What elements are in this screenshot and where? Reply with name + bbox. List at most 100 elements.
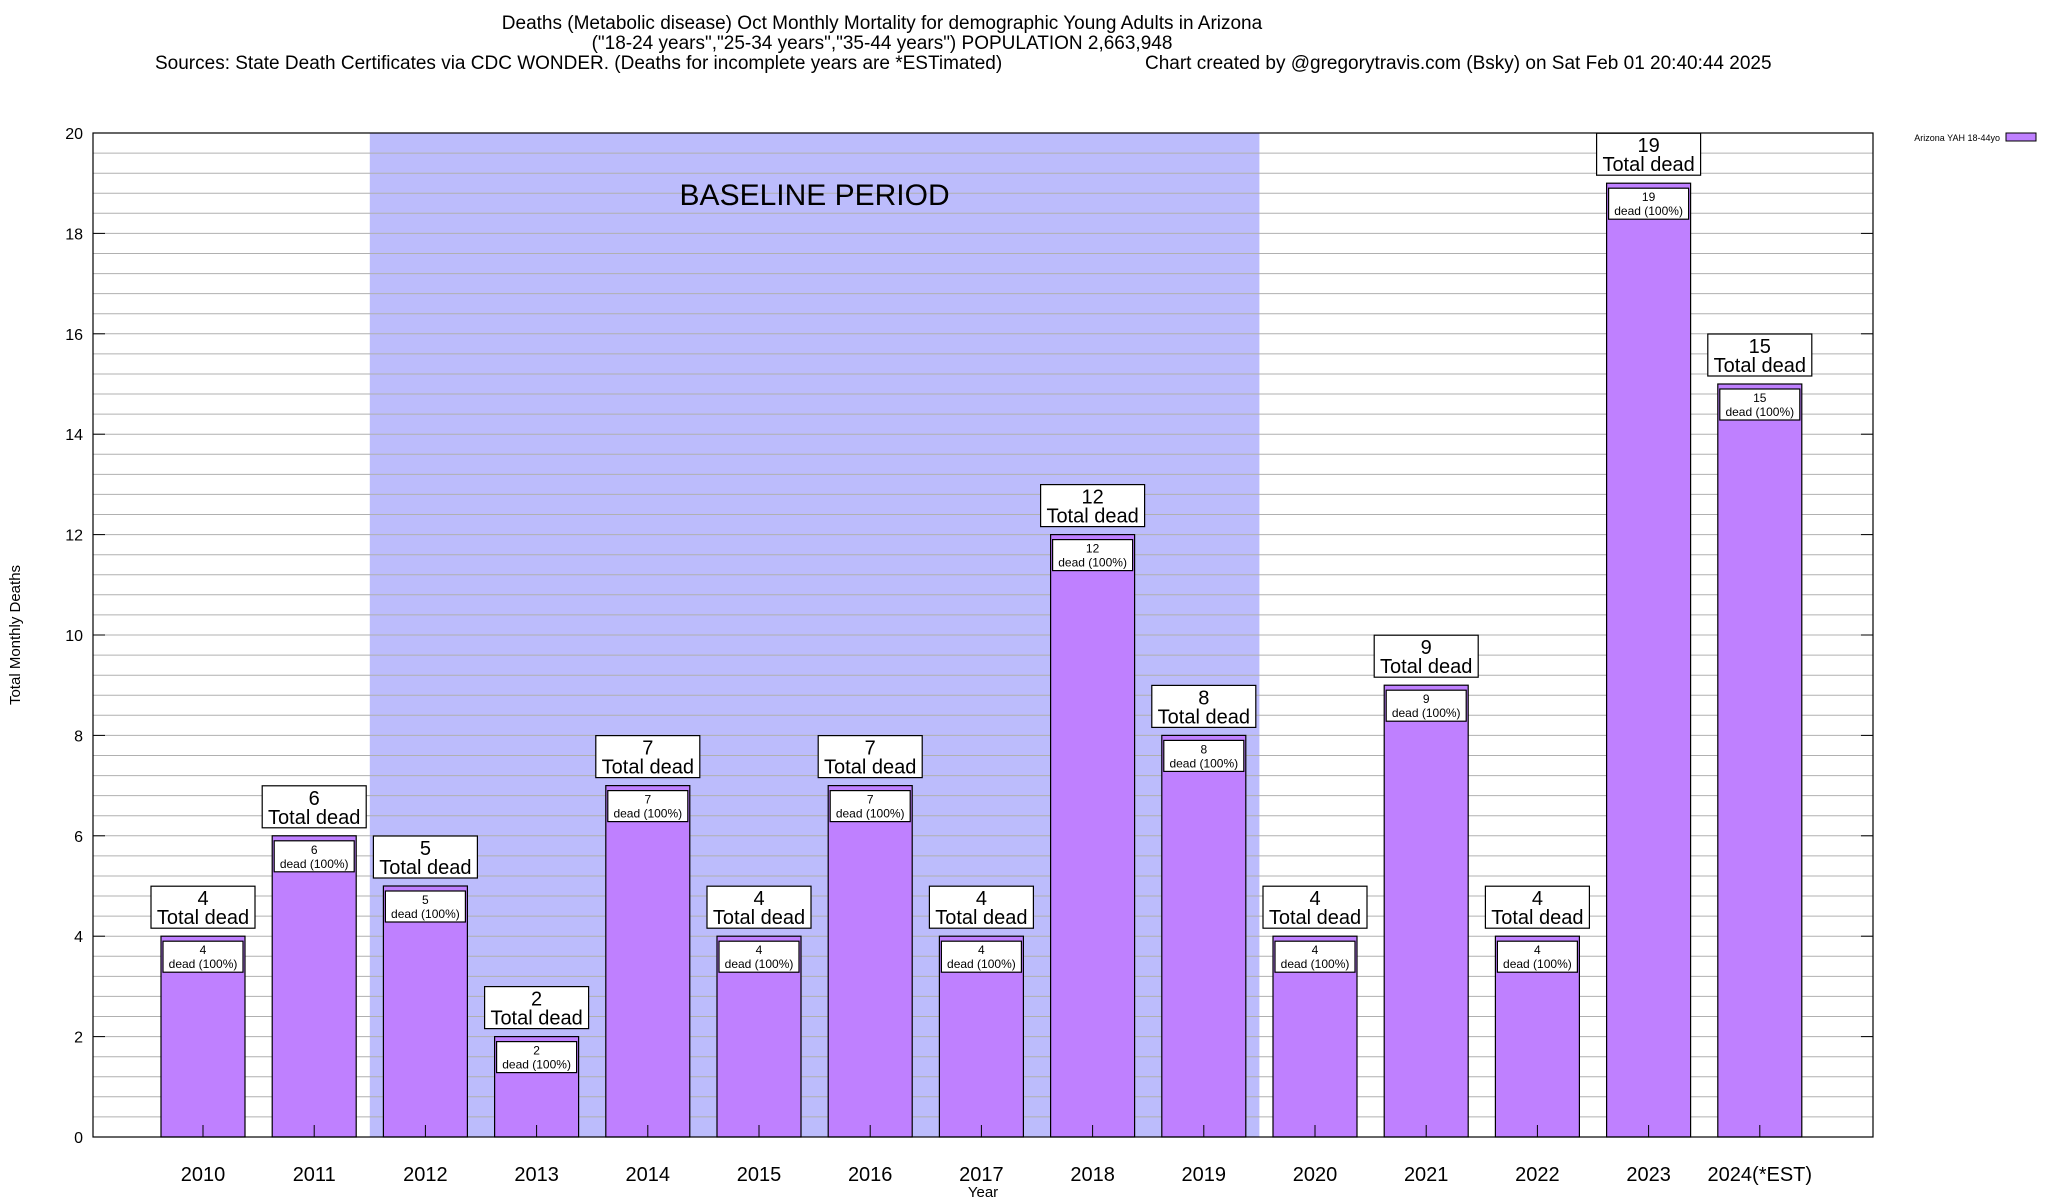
inner-label-text: dead (100%) — [502, 1058, 571, 1072]
inner-label-value: 5 — [422, 893, 429, 907]
inner-label-box — [718, 940, 800, 973]
bar — [271, 835, 357, 1138]
inner-label-value: 4 — [978, 943, 985, 957]
chart-title: Deaths (Metabolic disease) Oct Monthly M… — [501, 13, 1263, 34]
x-tick-label: 2022 — [1515, 1164, 1560, 1186]
bar — [827, 784, 913, 1138]
total-label-text: Total dead — [713, 907, 805, 929]
inner-label-text: dead (100%) — [391, 907, 460, 921]
inner-label-value: 7 — [867, 793, 874, 807]
inner-label-box — [829, 789, 911, 823]
inner-label-text: dead (100%) — [836, 807, 905, 821]
total-label-text: Total dead — [602, 757, 694, 779]
y-tick-label: 20 — [65, 126, 83, 143]
x-axis-title: Year — [968, 1184, 998, 1200]
bar — [1383, 684, 1469, 1138]
total-label-box — [484, 985, 590, 1030]
x-tick-label: 2019 — [1182, 1164, 1227, 1186]
total-label-box — [1707, 333, 1813, 377]
inner-label-text: dead (100%) — [1392, 706, 1461, 720]
legend: Arizona YAH 18-44yo — [1914, 132, 2037, 143]
total-label-text: Total dead — [1269, 907, 1361, 929]
inner-label-text: dead (100%) — [1281, 957, 1350, 971]
inner-label-value: 4 — [756, 943, 763, 957]
y-tick-label: 10 — [65, 628, 83, 645]
x-tick-label: 2024(*EST) — [1708, 1164, 1813, 1186]
x-tick-label: 2018 — [1070, 1164, 1115, 1186]
x-tick-label: 2012 — [403, 1164, 448, 1186]
total-label-value: 15 — [1749, 336, 1771, 358]
y-tick-label: 12 — [65, 528, 83, 545]
legend-label: Arizona YAH 18-44yo — [1914, 133, 2000, 143]
x-tick-label: 2010 — [181, 1164, 226, 1186]
inner-label-text: dead (100%) — [613, 807, 682, 821]
y-tick-label: 18 — [65, 226, 83, 243]
inner-label-box — [162, 940, 244, 973]
chart-subtitle: ("18-24 years","25-34 years","35-44 year… — [591, 33, 1173, 54]
inner-label-box — [1385, 689, 1467, 722]
total-label-text: Total dead — [1491, 907, 1583, 929]
inner-label-value: 9 — [1423, 692, 1430, 706]
inner-label-text: dead (100%) — [280, 857, 349, 871]
total-label-text: Total dead — [935, 907, 1027, 929]
inner-label-value: 4 — [200, 943, 207, 957]
total-label-value: 4 — [976, 888, 987, 910]
created-by-note: Chart created by @gregorytravis.com (Bsk… — [1145, 53, 1772, 74]
total-label-text: Total dead — [157, 907, 249, 929]
total-label-value: 6 — [309, 788, 320, 810]
total-label-box — [1484, 885, 1591, 929]
total-label-text: Total dead — [1158, 706, 1250, 728]
total-label-box — [817, 734, 923, 779]
legend-swatch — [2005, 132, 2037, 142]
total-label-text: Total dead — [824, 757, 916, 779]
total-label-box — [706, 885, 812, 929]
plot-frame — [92, 132, 1874, 1138]
bar — [605, 784, 691, 1138]
x-tick-label: 2016 — [848, 1164, 893, 1186]
total-label-value: 4 — [197, 888, 208, 910]
inner-label-text: dead (100%) — [725, 957, 794, 971]
total-label-box — [1262, 885, 1368, 929]
bar — [1161, 734, 1247, 1138]
inner-label-value: 19 — [1642, 190, 1656, 204]
x-tick-label: 2013 — [514, 1164, 559, 1186]
inner-label-text: dead (100%) — [1614, 204, 1683, 218]
inner-label-box — [1163, 739, 1245, 773]
axes: 0 2 4 6 8 10 12 14 16 18 20 2010 2011 2012 2013 2014 201… — [65, 126, 1874, 1186]
x-tick-label: 2015 — [737, 1164, 782, 1186]
total-label-box — [1373, 634, 1479, 678]
total-label-box — [372, 835, 478, 879]
y-tick-label: 4 — [74, 929, 83, 946]
inner-label-value: 8 — [1200, 742, 1207, 756]
total-label-value: 4 — [753, 888, 764, 910]
total-label-text: Total dead — [1046, 506, 1138, 528]
x-tick-label: 2020 — [1293, 1164, 1338, 1186]
inner-label-value: 6 — [311, 843, 318, 857]
inner-label-text: dead (100%) — [169, 957, 238, 971]
inner-label-box — [940, 940, 1023, 973]
bar — [1605, 182, 1692, 1138]
inner-label-box — [273, 840, 355, 873]
total-label-box — [595, 734, 701, 779]
total-label-text: Total dead — [268, 807, 360, 829]
total-label-box — [261, 785, 367, 829]
inner-label-value: 7 — [644, 793, 651, 807]
x-tick-label: 2014 — [626, 1164, 671, 1186]
inner-label-value: 12 — [1086, 542, 1100, 556]
bar — [382, 885, 468, 1138]
inner-label-text: dead (100%) — [947, 957, 1016, 971]
bar — [1049, 533, 1136, 1138]
total-label-box — [1595, 132, 1702, 176]
total-label-text: Total dead — [1380, 656, 1472, 678]
bar — [1717, 383, 1803, 1138]
total-label-text: Total dead — [1602, 154, 1694, 176]
total-label-text: Total dead — [379, 857, 471, 879]
total-label-box — [1151, 684, 1257, 729]
y-tick-label: 8 — [74, 728, 83, 745]
inner-label-value: 2 — [533, 1044, 540, 1058]
total-label-value: 5 — [420, 838, 431, 860]
inner-label-box — [607, 789, 689, 823]
inner-label-text: dead (100%) — [1169, 756, 1238, 770]
y-axis-title: Total Monthly Deaths — [7, 565, 24, 705]
